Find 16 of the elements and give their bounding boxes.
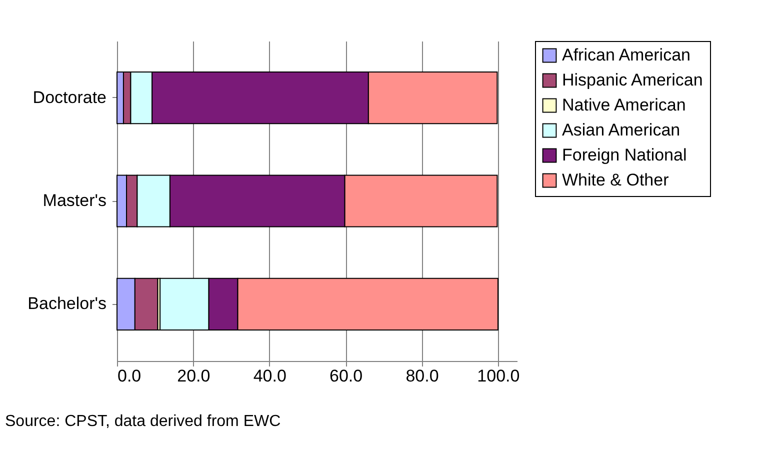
x-tick-label: 20.0: [177, 366, 210, 386]
legend-label: Hispanic American: [562, 70, 703, 90]
x-tick-label: 60.0: [330, 366, 363, 386]
legend-label: Native American: [562, 96, 686, 114]
source-note: Source: CPST, data derived from EWC: [5, 413, 281, 430]
x-tick-label: 0.0: [118, 366, 142, 386]
legend-label: Asian American: [562, 120, 680, 140]
x-tick-label: 80.0: [406, 366, 439, 386]
x-tick-label: 40.0: [253, 366, 286, 386]
y-tick-label: Bachelor's: [28, 294, 106, 314]
y-tick-label: Doctorate: [32, 88, 106, 107]
legend-label: White & Other: [562, 170, 670, 190]
legend-label: African American: [562, 46, 690, 64]
x-tick-label: 100.0: [477, 366, 520, 386]
legend-label: Foreign National: [562, 146, 687, 164]
y-tick-label: Master's: [42, 191, 106, 210]
